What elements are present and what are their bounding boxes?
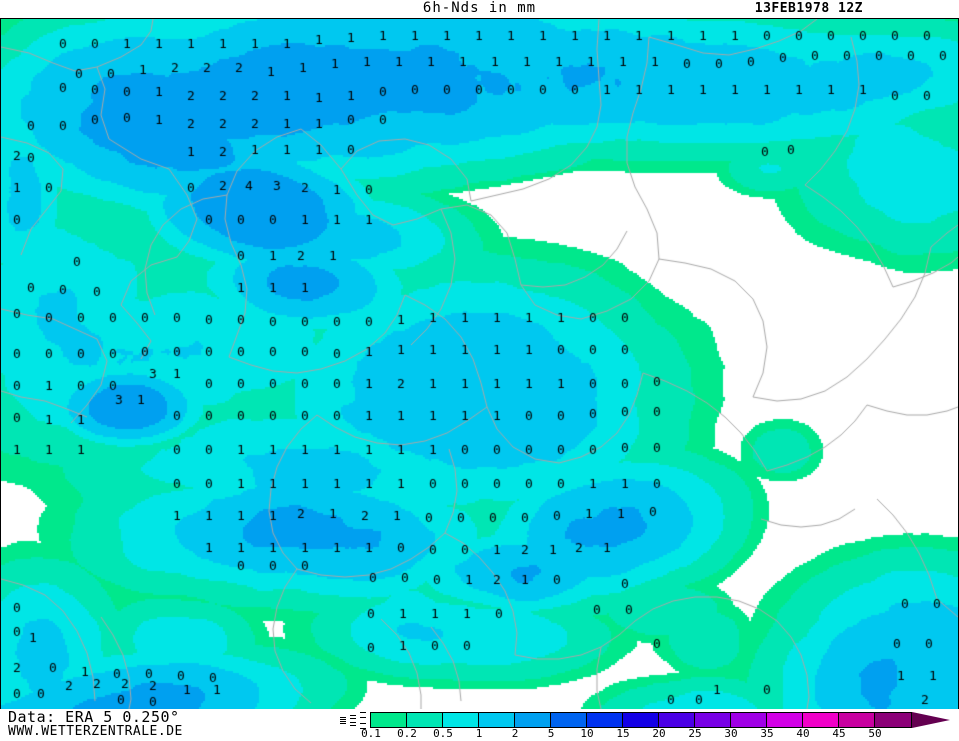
legend-swatch-2[interactable]: [515, 713, 551, 727]
legend-tick-40: 40: [796, 727, 810, 740]
legend-swatch-35[interactable]: [767, 713, 803, 727]
legend-swatch-5[interactable]: [551, 713, 587, 727]
legend-swatch-1[interactable]: [479, 713, 515, 727]
map-footer: Data: ERA 5 0.250° WWW.WETTERZENTRALE.DE…: [0, 708, 959, 741]
legend-swatch-0.1[interactable]: [371, 713, 407, 727]
legend-tick-0.1: 0.1: [361, 727, 381, 740]
legend-tick-0.5: 0.5: [433, 727, 453, 740]
legend-tick-10: 10: [580, 727, 594, 740]
legend-tick-35: 35: [760, 727, 774, 740]
legend-swatch-45[interactable]: [839, 713, 875, 727]
precipitation-legend[interactable]: 0.1 0.2 0.5 1 2 5 10 15 20 25 30 35 40 45 50: [336, 712, 951, 740]
precipitation-map-canvas[interactable]: [1, 19, 958, 709]
legend-tick-20: 20: [652, 727, 666, 740]
map-frame[interactable]: [0, 18, 959, 710]
legend-swatch-40[interactable]: [803, 713, 839, 727]
map-valid-time: 13FEB1978 12Z: [754, 1, 863, 16]
legend-tick-15: 15: [616, 727, 630, 740]
legend-tick-5: 5: [547, 727, 555, 740]
legend-swatch-0.2[interactable]: [407, 713, 443, 727]
data-source-label: Data: ERA 5 0.250°: [8, 708, 180, 726]
legend-swatch-15[interactable]: [623, 713, 659, 727]
legend-tick-0.2: 0.2: [397, 727, 417, 740]
legend-overflow-arrow-icon: [912, 712, 950, 728]
legend-swatch-50[interactable]: [875, 713, 911, 727]
site-url-label: WWW.WETTERZENTRALE.DE: [8, 724, 183, 739]
legend-tick-1: 1: [475, 727, 483, 740]
legend-swatch-25[interactable]: [695, 713, 731, 727]
legend-below-threshold-wedge: [336, 712, 370, 729]
legend-swatch-20[interactable]: [659, 713, 695, 727]
page-title: 6h-Nds in mm: [422, 0, 537, 16]
legend-color-bar[interactable]: [370, 712, 912, 728]
legend-tick-25: 25: [688, 727, 702, 740]
legend-swatch-0.5[interactable]: [443, 713, 479, 727]
legend-tick-2: 2: [511, 727, 519, 740]
legend-tick-30: 30: [724, 727, 738, 740]
map-header: 6h-Nds in mm 13FEB1978 12Z: [0, 0, 959, 18]
legend-swatch-30[interactable]: [731, 713, 767, 727]
legend-tick-45: 45: [832, 727, 846, 740]
legend-swatch-10[interactable]: [587, 713, 623, 727]
legend-tick-50: 50: [868, 727, 882, 740]
